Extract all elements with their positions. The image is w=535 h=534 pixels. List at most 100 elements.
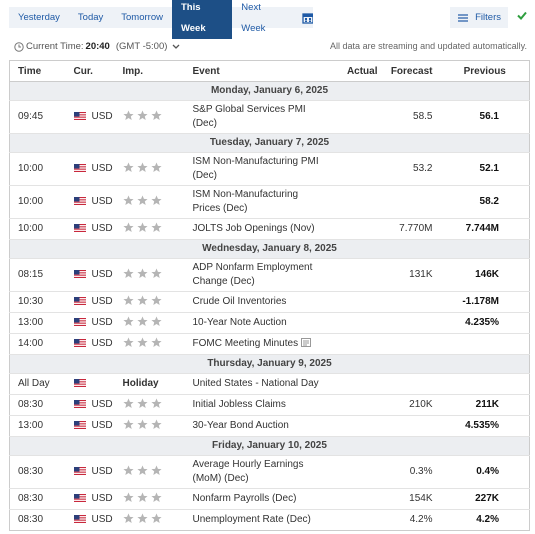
previous-value: 211K [475, 399, 499, 410]
event: FOMC Meeting Minutes [188, 333, 339, 355]
event-row[interactable]: 08:30 USD Nonfarm Payrolls (Dec) 154K 227K [9, 488, 530, 510]
forecast: 154K [385, 488, 441, 510]
event-name[interactable]: ISM Non-Manufacturing PMI (Dec) [192, 156, 319, 181]
event-row[interactable]: 08:15 USD ADP Nonfarm Employment Change (D… [9, 258, 530, 292]
currency [65, 373, 119, 395]
star [122, 161, 134, 172]
event-name[interactable]: 30-Year Bond Auction [192, 420, 289, 431]
star [136, 512, 148, 523]
currency: USD [65, 509, 119, 531]
currency: USD [65, 291, 119, 313]
event-row[interactable]: 10:30 USD Crude Oil Inventories -1.178M [9, 291, 530, 313]
time: All Day [9, 373, 66, 395]
importance [118, 218, 189, 240]
currency: USD [65, 152, 119, 186]
document-icon[interactable] [300, 338, 311, 347]
tab[interactable]: Today [77, 12, 104, 23]
event-name[interactable]: 10-Year Note Auction [192, 317, 287, 328]
time: 14:00 [9, 333, 66, 355]
previous: 4.535% [440, 415, 530, 437]
importance [118, 152, 189, 186]
time-zone[interactable]: (GMT -5:00) [115, 41, 168, 52]
currency-code: USD [91, 296, 113, 307]
star [122, 315, 134, 326]
star [136, 418, 148, 429]
event-row[interactable]: 10:00 USD ISM Non-Manufacturing PMI (Dec) 5… [9, 152, 530, 186]
currency-code: USD [91, 163, 113, 174]
star [122, 294, 134, 305]
event-name[interactable]: Average Hourly Earnings (MoM) (Dec) [192, 459, 304, 484]
actual [338, 152, 386, 186]
event-row[interactable]: 10:00 USD JOLTS Job Openings (Nov) 7.770M 7.… [9, 218, 530, 240]
time-value: 20:40 [85, 41, 110, 52]
actual [338, 100, 386, 134]
event-row[interactable]: 08:30 USD Average Hourly Earnings (MoM) (D… [9, 455, 530, 489]
currency-code: USD [91, 269, 113, 280]
star [136, 194, 148, 205]
event-name[interactable]: JOLTS Job Openings (Nov) [192, 223, 315, 234]
event-row[interactable]: 08:30 USD Unemployment Rate (Dec) 4.2% 4.2% [9, 509, 530, 531]
tab[interactable]: This Week [171, 0, 233, 39]
importance [118, 312, 189, 334]
actual [338, 333, 386, 355]
time: 10:30 [9, 291, 66, 313]
importance [118, 488, 189, 510]
dropdown-arrow[interactable] [172, 44, 180, 50]
us-flag [73, 515, 86, 523]
forecast: 0.3% [385, 455, 441, 489]
tab[interactable]: Next Week [241, 1, 266, 34]
event-row[interactable]: All Day Holiday United States - National D… [9, 373, 530, 395]
event-row[interactable]: 09:45 USD S&P Global Services PMI (Dec) 58.… [9, 100, 530, 134]
previous: 0.4% [440, 455, 530, 489]
previous-value: 4.235% [465, 317, 499, 328]
forecast-value: 210K [409, 399, 433, 410]
currency-code: USD [91, 223, 113, 234]
star [150, 267, 162, 278]
column-header: Forecast [385, 60, 441, 82]
event: United States - National Day [188, 373, 339, 395]
calendar-icon[interactable] [302, 12, 313, 24]
tab[interactable]: Tomorrow [121, 12, 163, 23]
event-row[interactable]: 10:00 USD ISM Non-Manufacturing Prices (De… [9, 185, 530, 219]
event-name[interactable]: FOMC Meeting Minutes [192, 338, 299, 349]
day-row: Thursday, January 9, 2025 [9, 354, 530, 374]
event-row[interactable]: 14:00 USD FOMC Meeting Minutes [9, 333, 530, 355]
event-name[interactable]: United States - National Day [192, 378, 319, 389]
event-name[interactable]: Nonfarm Payrolls (Dec) [192, 493, 297, 504]
column-header: Time [9, 60, 66, 82]
forecast [385, 185, 441, 219]
header-row: Time Cur. Imp. Event Actual Forecast Previous [9, 60, 530, 82]
event: Initial Jobless Claims [188, 394, 339, 416]
event-name[interactable]: ISM Non-Manufacturing Prices (Dec) [192, 189, 299, 214]
star [122, 267, 134, 278]
importance [118, 291, 189, 313]
us-flag [73, 297, 86, 305]
event-name[interactable]: Unemployment Rate (Dec) [192, 514, 311, 525]
previous-value: -1.178M [462, 296, 499, 307]
star [122, 194, 134, 205]
importance [118, 333, 189, 355]
importance [118, 455, 189, 489]
currency-code: USD [91, 317, 113, 328]
filters-button[interactable]: Filters [450, 7, 508, 28]
currency: USD [65, 312, 119, 334]
forecast-value: 7.770M [399, 223, 433, 234]
event-row[interactable]: 13:00 USD 30-Year Bond Auction 4.535% [9, 415, 530, 437]
event-row[interactable]: 08:30 USD Initial Jobless Claims 210K 211K [9, 394, 530, 416]
notice: All data are streaming and updated autom… [330, 41, 527, 51]
star [136, 491, 148, 502]
time: 10:00 [9, 152, 66, 186]
forecast-value: 131K [409, 269, 433, 280]
tab[interactable]: Yesterday [18, 12, 60, 23]
day-title: Monday, January 6, 2025 [9, 81, 530, 101]
time: 13:00 [9, 312, 66, 334]
time: 13:00 [9, 415, 66, 437]
event-name[interactable]: Initial Jobless Claims [192, 399, 286, 410]
actual [338, 488, 386, 510]
event-row[interactable]: 13:00 USD 10-Year Note Auction 4.235% [9, 312, 530, 334]
forecast: 210K [385, 394, 441, 416]
currency: USD [65, 455, 119, 489]
event-name[interactable]: S&P Global Services PMI (Dec) [192, 104, 306, 129]
event-name[interactable]: ADP Nonfarm Employment Change (Dec) [192, 262, 313, 287]
event-name[interactable]: Crude Oil Inventories [192, 296, 287, 307]
